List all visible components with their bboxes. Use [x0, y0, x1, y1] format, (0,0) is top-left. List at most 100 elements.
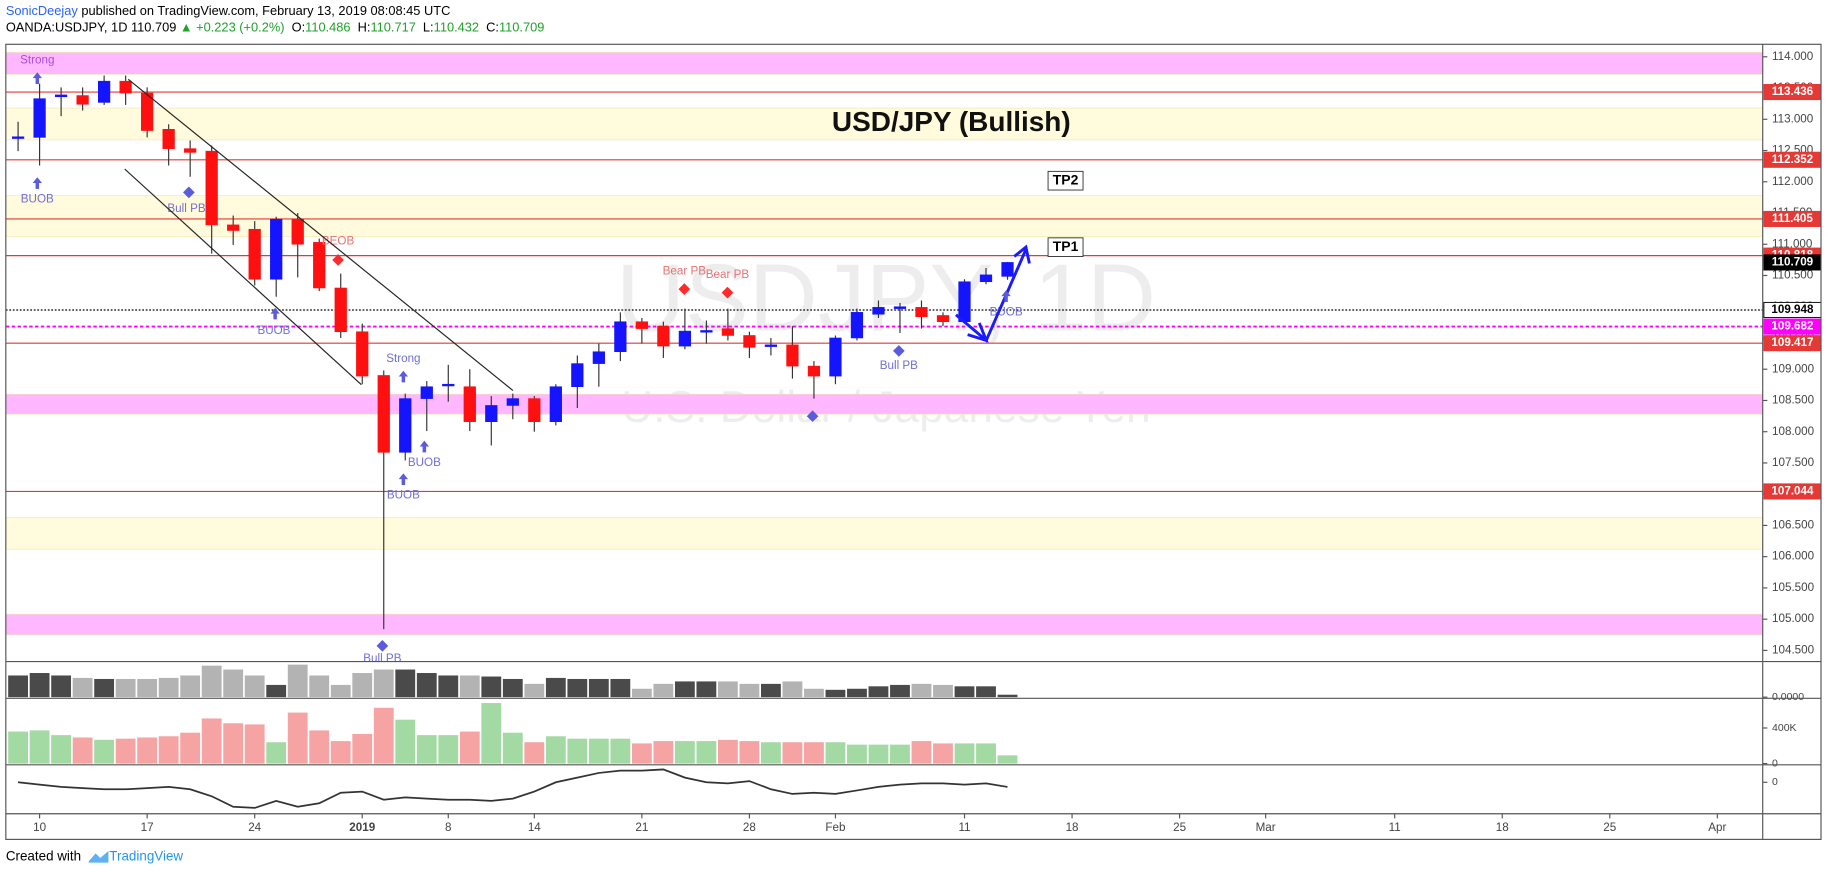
target-label: TP2	[1053, 171, 1079, 187]
volume-bar	[997, 755, 1018, 764]
volume-bar	[481, 703, 502, 764]
volume-bar	[137, 678, 158, 698]
volume-bar	[868, 686, 889, 698]
price-badge-label: 113.436	[1772, 85, 1814, 98]
volume-bar	[674, 681, 695, 698]
volume-bar	[847, 744, 867, 764]
volume-bar	[29, 730, 50, 764]
candle-body	[936, 315, 950, 323]
x-tick-label: 2019	[349, 821, 375, 834]
volume-bar	[674, 741, 695, 764]
up-arrow	[1001, 290, 1011, 302]
candle-body	[205, 150, 218, 226]
candle-body	[592, 351, 605, 364]
volume-bar	[933, 743, 953, 764]
candle-body	[786, 344, 799, 367]
y-tick-label: 113.000	[1772, 112, 1814, 125]
candle-body	[54, 94, 68, 98]
volume-bar	[696, 681, 717, 698]
volume-bar	[761, 742, 781, 764]
candle-body	[657, 325, 670, 347]
candle-body	[958, 281, 971, 323]
volume-bar	[244, 675, 265, 698]
volume-bar	[352, 733, 373, 764]
frame	[5, 43, 1822, 840]
x-tick-label: 25	[1173, 821, 1186, 834]
x-tick-label: 28	[743, 821, 756, 834]
volume-bar	[782, 681, 803, 698]
candle-body	[442, 383, 455, 387]
y-tick-label: 105.500	[1772, 581, 1815, 594]
x-tick-label: Feb	[825, 821, 845, 834]
volume-bar	[352, 673, 373, 698]
y-tick-label: 0.0000	[1772, 692, 1804, 703]
volume-bar	[739, 741, 760, 764]
zone	[5, 393, 1764, 415]
y-tick-label: 107.500	[1772, 456, 1815, 469]
annotation: Strong	[386, 352, 420, 365]
volume-bar	[545, 677, 566, 698]
candle-body	[291, 218, 304, 245]
candle-body	[700, 330, 713, 333]
volume-bar	[954, 686, 975, 698]
x-tick-label: 11	[958, 821, 970, 834]
volume-bar	[373, 669, 394, 698]
y-tick-label: 112.000	[1772, 175, 1814, 188]
volume-bar	[416, 735, 437, 764]
volume-bar	[158, 677, 179, 698]
volume-bar	[954, 743, 975, 764]
volume-bar	[115, 678, 136, 698]
volume-bar	[588, 678, 609, 698]
volume-bar	[330, 741, 351, 764]
y-tick-label: 109.000	[1772, 362, 1815, 375]
up-arrow	[398, 473, 409, 485]
candle-body	[270, 218, 283, 280]
y-tick-label: 104.500	[1772, 643, 1815, 656]
candle-body	[915, 307, 928, 318]
y-tick-label: 106.000	[1772, 550, 1815, 563]
annotation: BUOB	[257, 324, 290, 337]
candle-body	[33, 98, 46, 138]
chart-title: USD/JPY (Bullish)	[832, 106, 1071, 137]
x-tick-label: 14	[528, 821, 541, 834]
volume-bar	[309, 730, 330, 764]
volume-bar	[761, 683, 781, 698]
volume-bar	[933, 684, 953, 698]
volume-bar	[631, 688, 652, 698]
diamond	[332, 254, 344, 266]
volume-bar	[868, 744, 889, 764]
up-arrow	[270, 307, 280, 320]
volume-bar	[653, 741, 674, 764]
zone	[5, 517, 1764, 550]
oscillator-line	[17, 768, 1008, 809]
arrow-head	[1013, 244, 1031, 264]
diamond	[806, 410, 819, 423]
price-badge-label: 111.405	[1772, 212, 1813, 225]
volume-bar	[287, 664, 308, 698]
y-tick-label: 114.000	[1772, 50, 1814, 63]
volume-bar	[180, 732, 201, 764]
volume-bar	[266, 684, 287, 698]
volume-bar	[976, 686, 996, 698]
volume-bar	[395, 719, 416, 764]
candle-body	[764, 344, 778, 347]
candle-body	[248, 228, 261, 280]
annotation: BUOB	[387, 489, 420, 502]
trend-line	[124, 168, 362, 386]
x-tick-label: 18	[1066, 821, 1079, 834]
candle-body	[98, 80, 111, 103]
volume-bar	[51, 735, 72, 764]
volume-bar	[94, 739, 115, 764]
candle-body	[1001, 262, 1014, 277]
y-tick-label: 106.500	[1772, 519, 1815, 532]
volume-bar	[201, 665, 222, 698]
zone	[5, 107, 1764, 141]
volume-bar	[804, 688, 824, 698]
candle-body	[184, 148, 197, 153]
candle-body	[721, 328, 735, 336]
annotation-box	[1047, 237, 1084, 257]
volume-bar	[481, 676, 502, 698]
y-tick-label: 0	[1772, 758, 1778, 769]
annotation-box	[1047, 170, 1084, 191]
